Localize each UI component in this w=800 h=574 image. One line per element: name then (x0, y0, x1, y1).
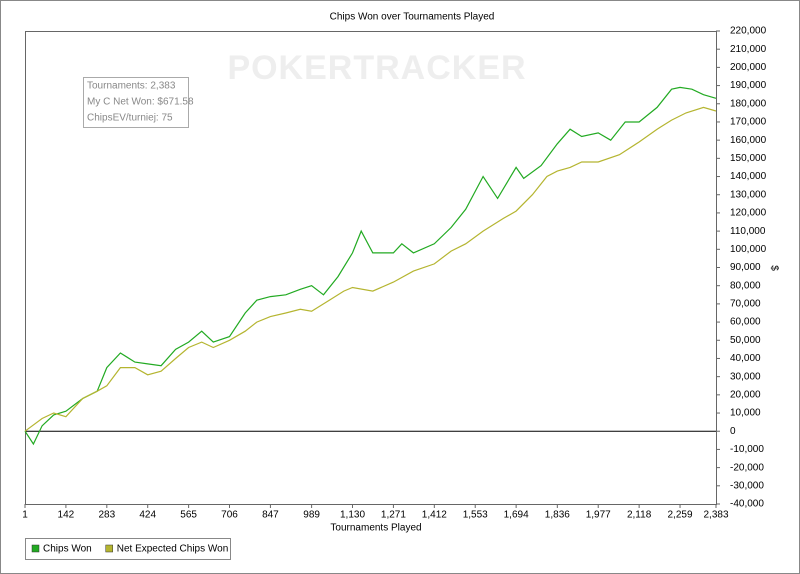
y-tick-label: 150,000 (730, 153, 767, 164)
x-tick-label: 1,412 (422, 510, 447, 521)
x-tick-label: 565 (180, 510, 197, 521)
y-tick-label: 180,000 (730, 98, 767, 109)
info-line: ChipsEV/turniej: 75 (87, 113, 173, 124)
series-line (24, 106, 717, 432)
x-tick-label: 1,271 (381, 510, 406, 521)
y-tick-label: 30,000 (730, 371, 761, 382)
x-tick-label: 847 (262, 510, 279, 521)
y-tick-label: -20,000 (730, 462, 764, 473)
legend-label: Chips Won (43, 544, 92, 555)
legend-label: Net Expected Chips Won (117, 544, 229, 555)
y-tick-label: 120,000 (730, 208, 767, 219)
y-tick-label: 110,000 (730, 226, 766, 237)
y-tick-label: 100,000 (730, 244, 767, 255)
x-tick-label: 706 (221, 510, 238, 521)
x-tick-label: 1,836 (545, 510, 570, 521)
y-tick-label: 210,000 (730, 44, 767, 55)
info-line: Tournaments: 2,383 (87, 81, 176, 92)
x-tick-label: 989 (303, 510, 320, 521)
x-tick-label: 1,977 (586, 510, 611, 521)
y-tick-label: 170,000 (730, 117, 767, 128)
watermark: POKERTRACKER (227, 49, 526, 87)
y-tick-label: -30,000 (730, 480, 764, 491)
y-tick-label: 50,000 (730, 335, 761, 346)
y-axis-label: $ (768, 265, 779, 271)
y-tick-label: 70,000 (730, 299, 761, 310)
y-tick-label: 80,000 (730, 280, 761, 291)
x-tick-label: 142 (58, 510, 75, 521)
y-tick-label: 20,000 (730, 389, 761, 400)
y-tick-label: 60,000 (730, 317, 761, 328)
y-tick-label: 10,000 (730, 408, 761, 419)
x-tick-label: 2,383 (703, 510, 728, 521)
x-tick-label: 283 (98, 510, 115, 521)
x-tick-label: 2,259 (668, 510, 693, 521)
info-box (83, 77, 189, 128)
y-tick-label: -10,000 (730, 444, 764, 455)
y-tick-label: 130,000 (730, 189, 767, 200)
legend (25, 538, 231, 560)
x-tick-label: 2,118 (627, 510, 652, 521)
y-tick-label: 200,000 (730, 62, 767, 73)
x-tick-label: 424 (139, 510, 156, 521)
x-tick-label: 1 (22, 510, 28, 521)
y-tick-label: 0 (730, 426, 736, 437)
y-tick-label: 90,000 (730, 262, 761, 273)
x-tick-label: 1,130 (340, 510, 365, 521)
y-tick-label: -40,000 (730, 499, 764, 510)
y-tick-label: 40,000 (730, 353, 761, 364)
y-tick-label: 140,000 (730, 171, 767, 182)
series-line (24, 86, 717, 446)
legend-swatch (105, 544, 113, 553)
x-tick-label: 1,694 (504, 510, 529, 521)
legend-swatch (31, 544, 40, 553)
y-tick-label: 160,000 (730, 135, 767, 146)
x-axis-label: Tournaments Played (330, 523, 421, 534)
x-tick-label: 1,553 (463, 510, 488, 521)
y-tick-label: 220,000 (730, 26, 767, 37)
chart-title: Chips Won over Tournaments Played (330, 12, 495, 23)
info-line: My C Net Won: $671.58 (87, 97, 194, 108)
y-tick-label: 190,000 (730, 80, 767, 91)
